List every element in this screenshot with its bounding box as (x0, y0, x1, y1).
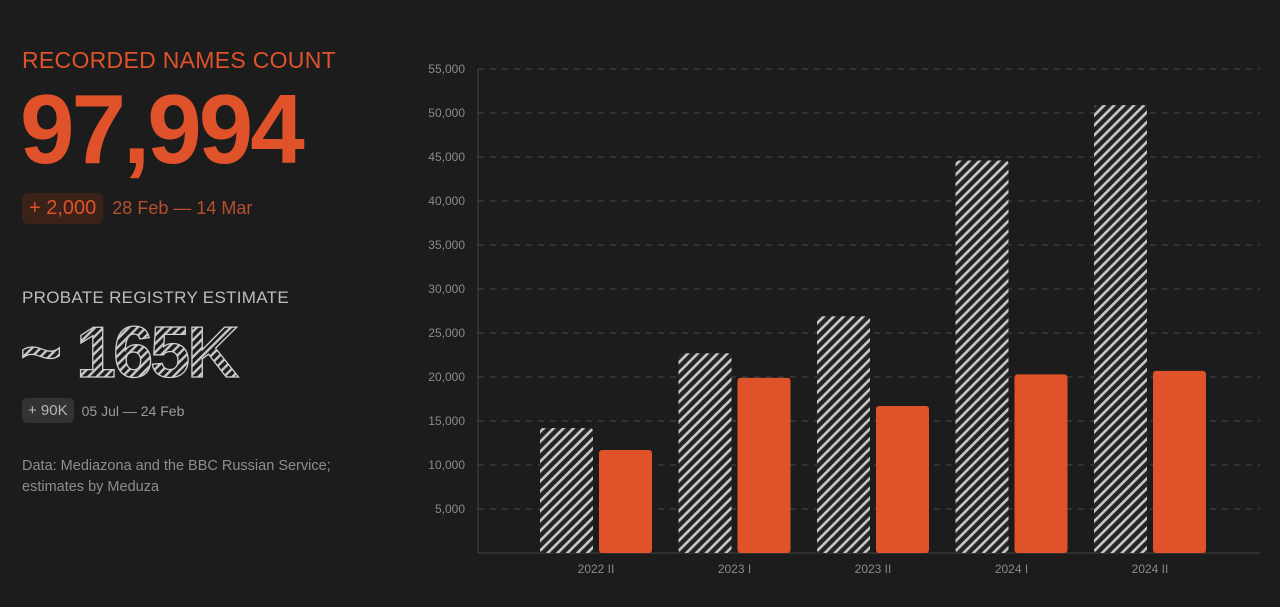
recorded-names-value: 97,994 (20, 74, 305, 184)
estimate-value-text: ~ 165K (20, 316, 239, 386)
y-tick-label: 25,000 (428, 326, 465, 340)
source-note: Data: Mediazona and the BBC Russian Serv… (22, 458, 331, 495)
bars (540, 105, 1206, 553)
x-axis: 2022 II 2023 I 2023 II 2024 I 2024 II (578, 562, 1169, 576)
bar-estimate (1094, 105, 1147, 553)
estimate-delta-period: 05 Jul — 24 Feb (81, 402, 185, 419)
y-tick-label: 45,000 (428, 150, 465, 164)
x-tick-label: 2022 II (578, 562, 615, 576)
y-tick-label: 20,000 (428, 370, 465, 384)
x-tick-label: 2023 II (855, 562, 892, 576)
bar-recorded (1153, 370, 1206, 553)
y-axis: 5,000 10,000 15,000 20,000 25,000 30,000 35,00… (428, 62, 1260, 554)
bar-recorded (1014, 374, 1068, 553)
recorded-delta-row: + 2,000 28 Feb — 14 Mar (22, 193, 252, 224)
x-tick-label: 2023 I (718, 562, 751, 576)
y-tick-label: 15,000 (428, 414, 465, 428)
x-tick-label: 2024 II (1132, 562, 1169, 576)
bar-estimate (817, 316, 870, 553)
y-tick-label: 10,000 (428, 458, 465, 472)
y-tick-label: 40,000 (428, 194, 465, 208)
bar-estimate (540, 428, 593, 553)
estimate-label: PROBATE REGISTRY ESTIMATE (22, 288, 289, 307)
x-tick-label: 2024 I (995, 562, 1028, 576)
bar-recorded (599, 450, 652, 553)
bar-recorded (876, 406, 929, 553)
y-tick-label: 55,000 (428, 62, 465, 76)
y-tick-label: 35,000 (428, 238, 465, 252)
estimate-value: ~ 165K (20, 316, 243, 386)
bar-recorded (737, 377, 791, 553)
y-tick-label: 5,000 (435, 502, 465, 516)
estimate-delta-badge: + 90K (22, 398, 74, 423)
recorded-names-label: RECORDED NAMES COUNT (22, 47, 336, 73)
y-tick-label: 30,000 (428, 282, 465, 296)
bar-estimate (955, 160, 1009, 553)
estimate-delta-row: + 90K 05 Jul — 24 Feb (22, 398, 184, 423)
recorded-delta-badge: + 2,000 (22, 193, 104, 224)
y-tick-label: 50,000 (428, 106, 465, 120)
bar-estimate (678, 353, 732, 553)
recorded-delta-period: 28 Feb — 14 Mar (112, 198, 253, 218)
